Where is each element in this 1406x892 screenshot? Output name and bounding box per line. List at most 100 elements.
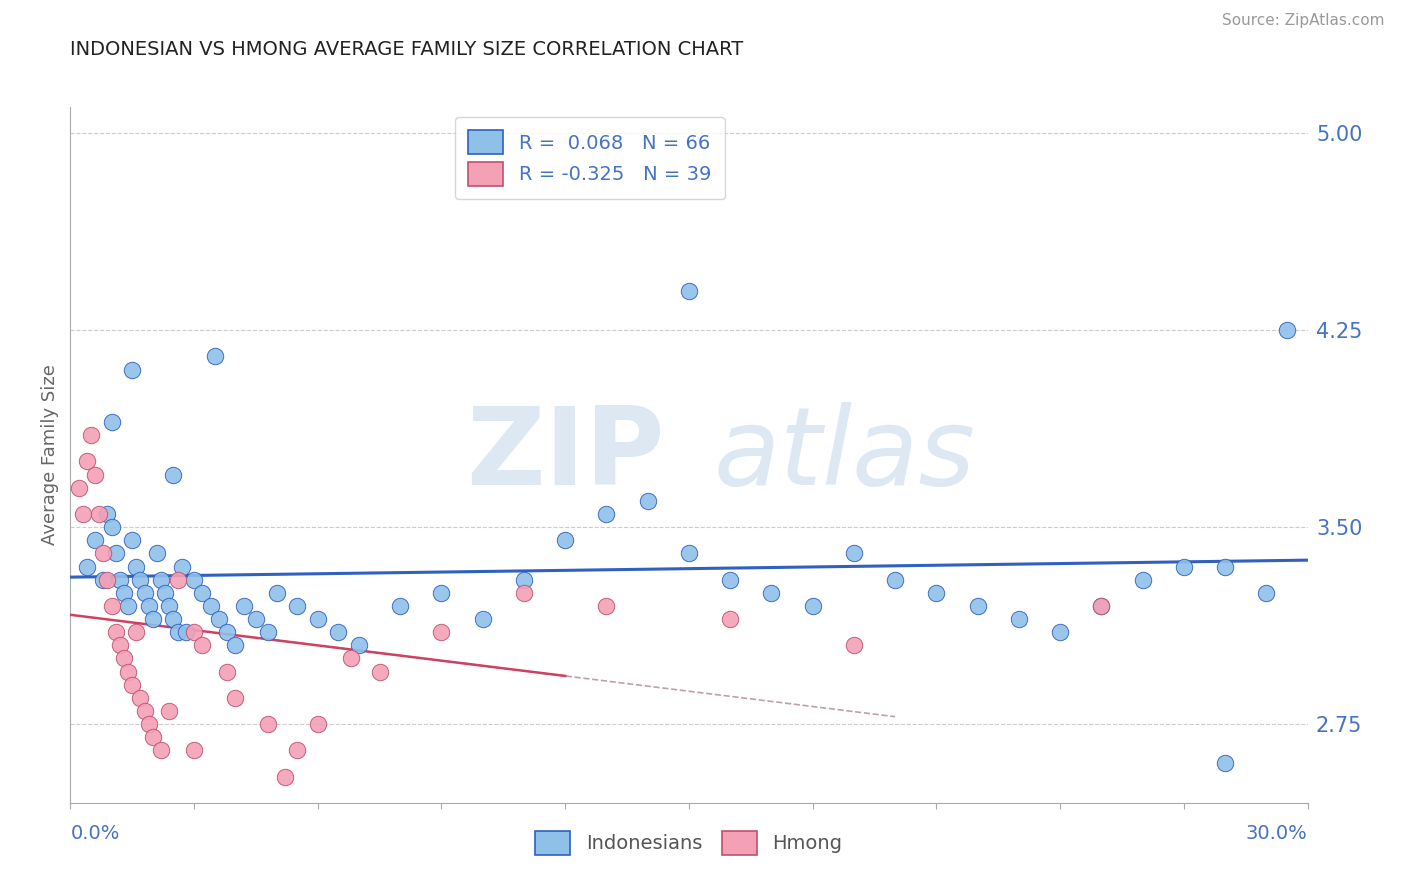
Point [166, 625, 188, 640]
Point [162, 467, 184, 482]
Point [121, 678, 143, 692]
Point [1090, 599, 1112, 613]
Point [761, 586, 783, 600]
Point [1213, 559, 1236, 574]
Point [285, 599, 308, 613]
Point [157, 704, 180, 718]
Point [842, 638, 865, 652]
Point [1275, 323, 1298, 337]
Point [1049, 625, 1071, 640]
Point [91, 573, 114, 587]
Text: atlas: atlas [714, 402, 976, 508]
Point [134, 586, 156, 600]
Point [1090, 599, 1112, 613]
Point [67, 481, 90, 495]
Point [142, 612, 165, 626]
Point [96, 507, 118, 521]
Point [884, 573, 907, 587]
Point [191, 638, 214, 652]
Text: 30.0%: 30.0% [1246, 824, 1308, 843]
Point [170, 559, 193, 574]
Point [121, 533, 143, 548]
Point [1213, 756, 1236, 771]
Point [215, 665, 238, 679]
Point [166, 573, 188, 587]
Point [80, 428, 103, 442]
Point [134, 704, 156, 718]
Point [138, 717, 160, 731]
Point [471, 612, 494, 626]
Point [430, 586, 453, 600]
Point [368, 665, 391, 679]
Point [138, 599, 160, 613]
Point [100, 599, 122, 613]
Point [513, 573, 536, 587]
Point [191, 586, 214, 600]
Point [91, 546, 114, 560]
Point [157, 599, 180, 613]
Point [257, 625, 280, 640]
Point [129, 573, 152, 587]
Point [595, 507, 617, 521]
Point [718, 573, 741, 587]
Point [554, 533, 576, 548]
Point [245, 612, 267, 626]
Point [274, 770, 297, 784]
Point [174, 625, 197, 640]
Point [96, 573, 118, 587]
Point [146, 546, 169, 560]
Point [718, 612, 741, 626]
Point [121, 362, 143, 376]
Point [430, 625, 453, 640]
Point [108, 638, 131, 652]
Point [266, 586, 288, 600]
Point [153, 586, 176, 600]
Point [150, 743, 173, 757]
Point [84, 467, 107, 482]
Point [1173, 559, 1195, 574]
Point [104, 625, 127, 640]
Point [925, 586, 948, 600]
Point [595, 599, 617, 613]
Point [112, 586, 135, 600]
Point [224, 690, 246, 705]
Point [183, 625, 205, 640]
Point [72, 507, 94, 521]
Text: 0.0%: 0.0% [70, 824, 120, 843]
Point [150, 573, 173, 587]
Point [801, 599, 824, 613]
Point [215, 625, 238, 640]
Point [966, 599, 988, 613]
Point [339, 651, 361, 665]
Point [162, 612, 184, 626]
Point [1256, 586, 1278, 600]
Point [285, 743, 308, 757]
Point [842, 546, 865, 560]
Point [232, 599, 254, 613]
Point [100, 520, 122, 534]
Legend: Indonesians, Hmong: Indonesians, Hmong [527, 823, 851, 863]
Point [1008, 612, 1031, 626]
Point [142, 730, 165, 744]
Point [84, 533, 107, 548]
Point [208, 612, 231, 626]
Point [307, 717, 329, 731]
Point [89, 507, 111, 521]
Point [1132, 573, 1154, 587]
Point [76, 559, 98, 574]
Point [307, 612, 329, 626]
Point [678, 546, 700, 560]
Point [204, 350, 226, 364]
Point [183, 743, 205, 757]
Point [112, 651, 135, 665]
Point [117, 665, 139, 679]
Point [117, 599, 139, 613]
Text: INDONESIAN VS HMONG AVERAGE FAMILY SIZE CORRELATION CHART: INDONESIAN VS HMONG AVERAGE FAMILY SIZE … [70, 40, 744, 59]
Point [104, 546, 127, 560]
Point [637, 494, 659, 508]
Point [125, 625, 148, 640]
Point [183, 573, 205, 587]
Point [200, 599, 222, 613]
Point [108, 573, 131, 587]
Point [224, 638, 246, 652]
